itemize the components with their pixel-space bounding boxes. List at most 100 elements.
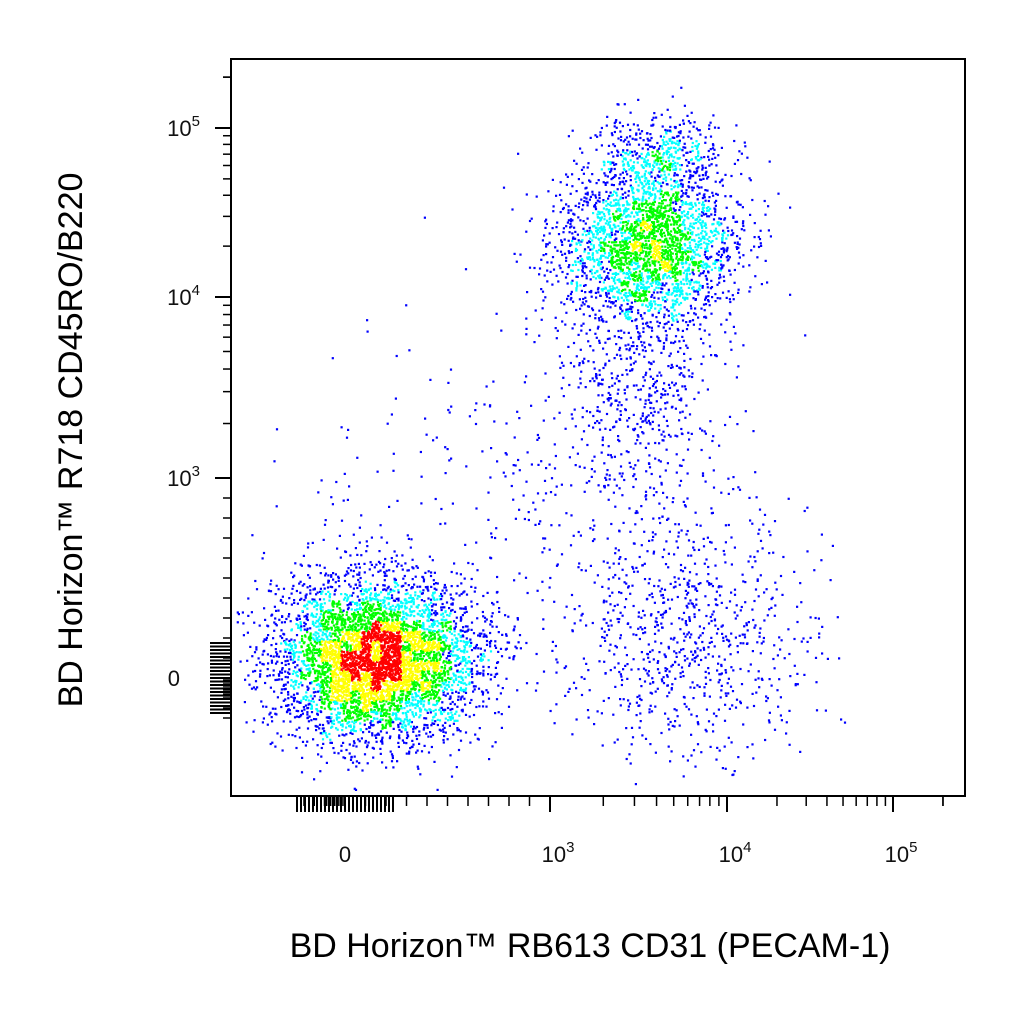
event-point <box>290 571 293 574</box>
event-point <box>403 678 407 681</box>
event-point <box>481 654 484 657</box>
event-point <box>295 715 298 718</box>
event-point <box>312 633 315 636</box>
event-point <box>391 651 394 654</box>
event-point <box>400 681 403 684</box>
event-point <box>376 600 379 603</box>
event-point <box>410 662 413 665</box>
event-point <box>447 627 450 630</box>
event-point <box>309 642 312 645</box>
event-point <box>451 707 454 711</box>
event-point <box>395 714 398 717</box>
event-point <box>313 598 316 601</box>
event-point <box>333 681 336 684</box>
event-point <box>349 620 352 623</box>
event-point <box>359 711 362 714</box>
event-point <box>333 602 336 605</box>
event-point <box>247 674 250 677</box>
event-point <box>354 547 357 550</box>
event-point <box>465 610 468 613</box>
event-point <box>442 615 445 618</box>
event-point <box>334 700 337 703</box>
event-point <box>394 581 397 584</box>
event-point <box>292 576 295 579</box>
event-point <box>271 741 274 744</box>
event-point <box>318 690 321 693</box>
event-point <box>507 705 511 708</box>
event-point <box>423 670 426 673</box>
event-point <box>438 689 441 692</box>
event-point <box>270 579 273 582</box>
event-point <box>298 683 301 686</box>
event-point <box>380 654 383 657</box>
event-point <box>304 698 308 702</box>
event-point <box>423 639 426 642</box>
event-point <box>307 699 310 702</box>
event-point <box>287 693 290 696</box>
event-point <box>442 738 445 742</box>
event-point <box>342 674 345 677</box>
event-point <box>360 694 363 697</box>
event-point <box>421 694 424 697</box>
event-point <box>449 650 452 653</box>
event-point <box>438 708 441 712</box>
event-point <box>392 638 395 642</box>
event-point <box>433 715 436 718</box>
event-point <box>354 681 357 684</box>
event-point <box>378 673 381 676</box>
event-point <box>381 723 384 727</box>
event-point <box>375 649 378 652</box>
event-point <box>354 615 357 618</box>
event-point <box>324 640 327 643</box>
event-point <box>389 656 392 659</box>
event-point <box>384 666 387 669</box>
event-point <box>329 677 332 680</box>
event-point <box>362 613 365 616</box>
event-point <box>257 657 260 660</box>
event-point <box>284 663 287 666</box>
event-point <box>368 626 371 629</box>
event-point <box>375 670 378 673</box>
event-point <box>332 695 335 698</box>
event-point <box>324 593 327 596</box>
event-point <box>335 713 338 717</box>
event-point <box>298 651 301 654</box>
event-point <box>381 718 384 721</box>
event-point <box>444 671 447 674</box>
event-point <box>323 692 326 696</box>
event-point <box>361 638 364 641</box>
event-point <box>429 731 432 734</box>
event-point <box>507 641 511 644</box>
event-point <box>434 704 437 707</box>
event-point <box>332 719 335 722</box>
event-point <box>420 633 423 636</box>
event-point <box>317 683 320 686</box>
event-point <box>358 683 361 686</box>
event-point <box>291 653 294 656</box>
event-point <box>394 664 397 667</box>
event-point <box>350 705 353 708</box>
event-point <box>369 617 372 620</box>
event-point <box>344 706 347 709</box>
event-point <box>362 731 365 734</box>
event-point <box>358 717 361 720</box>
event-point <box>281 667 284 670</box>
event-point <box>375 733 379 736</box>
event-point <box>371 666 374 669</box>
event-point <box>386 674 389 677</box>
event-point <box>400 670 403 674</box>
event-point <box>345 674 348 677</box>
event-point <box>418 670 421 673</box>
event-point <box>433 660 436 663</box>
event-point <box>300 699 303 702</box>
event-point <box>513 579 516 582</box>
event-point <box>353 787 356 790</box>
event-point <box>253 651 257 654</box>
event-point <box>408 643 411 646</box>
event-point <box>382 655 385 659</box>
event-point <box>341 614 344 617</box>
event-point <box>337 637 340 640</box>
event-point <box>394 650 397 653</box>
event-point <box>273 690 276 693</box>
event-point <box>350 663 353 666</box>
